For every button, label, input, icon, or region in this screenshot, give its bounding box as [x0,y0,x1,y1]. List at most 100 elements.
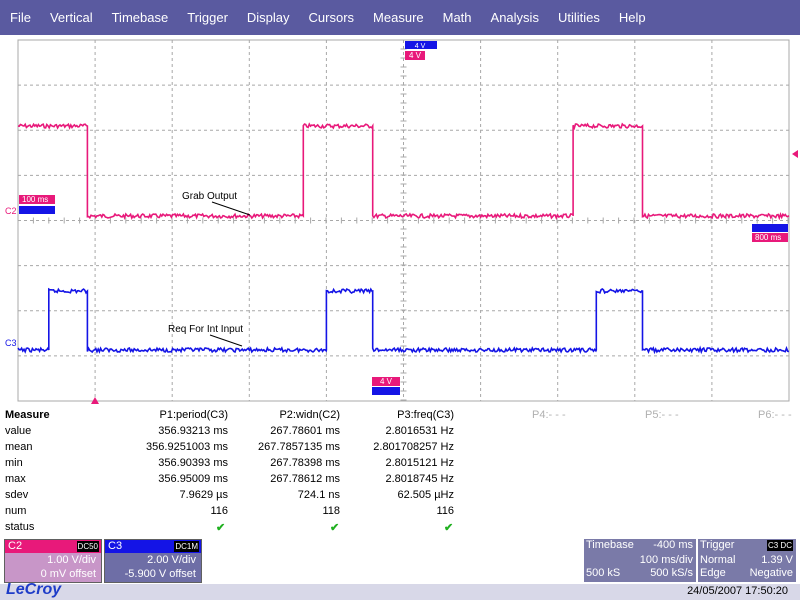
c3-bottom-tag [372,387,400,395]
menu-measure[interactable]: Measure [373,10,424,25]
lecroy-logo: LeCroy [6,581,62,598]
p1-value: 356.93213 ms [158,425,228,437]
row-label: status [5,521,35,533]
p3-status-check-icon: ✔ [444,522,454,534]
c2-annotation: Grab Output [182,191,237,202]
c2-right-tag-label: 800 ms [755,233,781,242]
p1-header[interactable]: P1:period(C3) [159,409,228,421]
menu-vertical[interactable]: Vertical [49,10,93,25]
c3-offset: -5.900 V offset [124,568,196,580]
c3-trace [17,287,790,355]
c2-top-marker [405,51,425,60]
p3-num: 116 [436,505,454,517]
measure-title: Measure [5,409,50,421]
p2-value: 267.78601 ms [270,425,340,437]
menu-display[interactable]: Display [246,10,290,25]
measure-row-sdev: sdev 7.9629 µs 724.1 ns 62.505 µHz [0,489,800,505]
timebase-descriptor[interactable]: Timebase -400 ms 100 ms/div 500 kS 500 k… [583,538,697,583]
date-time: 24/05/2007 17:50:20 [687,585,788,597]
c3-top-marker [405,41,437,49]
p3-value: 2.8016531 Hz [385,425,455,437]
status-bar: LeCroy 24/05/2007 17:50:20 [0,581,800,600]
trigger-level: 1.39 V [761,554,793,566]
timebase-delay: -400 ms [653,539,693,551]
c2-name: C2 [8,540,23,552]
measure-table: Measure P1:period(C3) P2:widn(C2) P3:fre… [0,405,800,537]
c3-descriptor-header: C3 DC1M [105,540,201,553]
menu-math[interactable]: Math [442,10,472,25]
trigger-position-marker [91,397,99,404]
row-label: sdev [5,489,29,501]
c2-annotation-leader [211,201,251,216]
trigger-descriptor[interactable]: Trigger C3 DC Normal 1.39 V Edge Negativ… [697,538,797,583]
c3-left-tag [19,206,55,214]
traces [17,122,790,355]
measure-row-max: max 356.95009 ms 267.78612 ms 2.8018745 … [0,473,800,489]
c3-vdiv: 2.00 V/div [147,554,196,566]
trigger-title: Trigger [700,539,735,551]
c2-top-marker-label: 4 V [409,51,422,60]
p1-min: 356.90393 ms [158,457,228,469]
timebase-row-2: 100 ms/div [584,554,696,567]
trigger-row-2: Normal 1.39 V [698,554,796,567]
menu-analysis[interactable]: Analysis [490,10,539,25]
row-label: max [5,473,26,485]
channel-c3-descriptor[interactable]: C3 DC1M 2.00 V/div -5.900 V offset [104,539,202,583]
p1-max: 356.95009 ms [158,473,228,485]
p2-min: 267.78398 ms [270,457,340,469]
measure-row-mean: mean 356.9251003 ms 267.7857135 ms 2.801… [0,441,800,457]
timebase-row-3: 500 kS 500 kS/s [584,567,696,580]
measure-header-row: Measure P1:period(C3) P2:widn(C2) P3:fre… [0,409,800,425]
p2-sdev: 724.1 ns [297,489,340,501]
trigger-level-marker [792,150,798,158]
c2-bottom-tag-label: 4 V [380,377,393,386]
p2-num: 118 [322,505,340,517]
p1-num: 116 [210,505,228,517]
measure-row-num: num 116 118 116 [0,505,800,521]
measure-row-value: value 356.93213 ms 267.78601 ms 2.801653… [0,425,800,441]
c2-bottom-tag [372,377,400,386]
p3-max: 2.8018745 Hz [385,473,455,485]
c3-top-marker-label: 4 V [415,43,426,50]
p3-sdev: 62.505 µHz [397,489,454,501]
grid-lines [17,39,790,402]
p5-header[interactable]: P5:- - - [645,409,679,421]
c2-trace [17,122,790,221]
waveform-display[interactable]: 4 V 4 V C2 100 ms C3 800 ms 4 V Grab Out… [0,35,800,405]
measure-row-status: status ✔ ✔ ✔ [0,521,800,537]
trigger-source: C3 DC [766,540,793,551]
c2-descriptor-header: C2 DC50 [5,540,101,553]
c2-vdiv: 1.00 V/div [47,554,96,566]
row-label: mean [5,441,33,453]
p1-sdev: 7.9629 µs [179,489,228,501]
channel-c2-descriptor[interactable]: C2 DC50 1.00 V/div 0 mV offset [4,539,102,583]
c2-right-tag [752,233,788,242]
p6-header[interactable]: P6:- - - [758,409,792,421]
c2-offset: 0 mV offset [40,568,96,580]
p1-status-check-icon: ✔ [216,522,226,534]
trigger-row-1: Trigger C3 DC [698,539,796,552]
c2-left-tag [19,195,55,204]
c2-left-tag-label: 100 ms [22,195,48,204]
menu-bar: File Vertical Timebase Trigger Display C… [0,0,800,35]
p4-header[interactable]: P4:- - - [532,409,566,421]
menu-utilities[interactable]: Utilities [557,10,600,25]
trigger-slope: Negative [749,567,793,579]
timebase-rate: 500 kS/s [650,567,693,579]
c3-name: C3 [108,540,123,552]
p3-header[interactable]: P3:freq(C3) [397,409,454,421]
menu-trigger[interactable]: Trigger [187,10,228,25]
c2-coupling: DC50 [76,541,99,552]
timebase-samples: 500 kS [586,567,621,579]
waveform-grid: 4 V 4 V C2 100 ms C3 800 ms 4 V Grab Out… [5,39,798,404]
trigger-type: Edge [700,567,726,579]
p2-status-check-icon: ✔ [330,522,340,534]
menu-file[interactable]: File [10,10,31,25]
menu-help[interactable]: Help [618,10,646,25]
menu-timebase[interactable]: Timebase [111,10,169,25]
p2-header[interactable]: P2:widn(C2) [279,409,340,421]
timebase-tdiv: 100 ms/div [639,554,693,566]
trigger-row-3: Edge Negative [698,567,796,580]
menu-cursors[interactable]: Cursors [308,10,355,25]
p3-min: 2.8015121 Hz [385,457,455,469]
